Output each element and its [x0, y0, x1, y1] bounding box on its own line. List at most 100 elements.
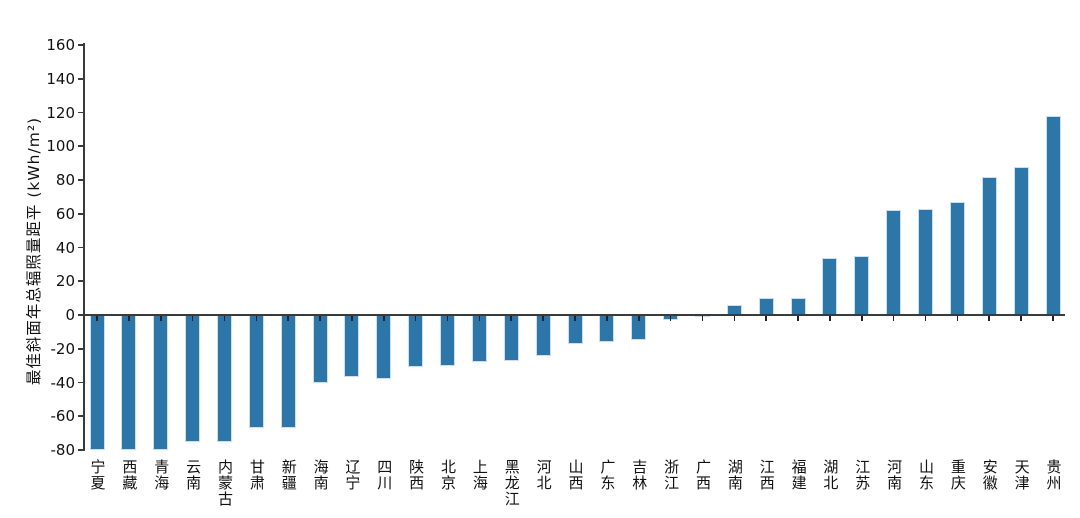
x-category-label: 江西 — [757, 459, 776, 491]
x-category-label: 新疆 — [279, 459, 298, 491]
bar-北京 — [440, 315, 456, 366]
bar-青海 — [153, 315, 169, 450]
x-tick — [733, 316, 736, 321]
x-category-label: 青海 — [152, 459, 171, 491]
x-tick — [351, 316, 353, 321]
y-tick — [78, 280, 83, 283]
x-category-label: 陕西 — [407, 459, 426, 491]
x-tick — [414, 316, 417, 321]
bar-贵州 — [1045, 115, 1061, 315]
x-tick — [159, 316, 162, 321]
x-tick — [892, 316, 895, 321]
y-tick-label: -80 — [50, 441, 76, 459]
bar-内蒙古 — [216, 315, 232, 442]
y-tick — [78, 212, 83, 215]
x-tick — [223, 316, 226, 321]
bar-西藏 — [121, 315, 137, 450]
x-axis-zero-line — [85, 314, 1065, 316]
x-category-label: 广西 — [693, 459, 712, 491]
x-category-label: 天津 — [1012, 459, 1031, 491]
x-tick — [988, 316, 991, 321]
x-category-label: 重庆 — [948, 459, 967, 491]
x-tick — [861, 316, 863, 321]
y-tick-label: 20 — [55, 272, 75, 291]
y-tick-label: 80 — [55, 171, 75, 189]
x-tick — [924, 316, 927, 321]
x-category-label: 山东 — [917, 459, 936, 491]
x-tick — [669, 316, 672, 321]
x-category-label: 辽宁 — [343, 459, 362, 491]
bar-天津 — [1013, 166, 1029, 315]
y-tick — [78, 415, 83, 418]
x-tick — [574, 316, 576, 321]
x-category-label: 海南 — [311, 459, 330, 491]
y-tick-label: -60 — [50, 407, 76, 426]
x-category-label: 广东 — [598, 459, 617, 491]
x-category-label: 云南 — [184, 459, 203, 491]
x-tick — [96, 316, 98, 321]
x-category-label: 吉林 — [630, 459, 649, 491]
y-tick — [78, 381, 83, 384]
y-tick-label: 0 — [65, 306, 75, 324]
bar-江苏 — [854, 255, 870, 315]
bar-重庆 — [949, 201, 965, 315]
y-tick — [78, 246, 83, 249]
x-tick — [446, 316, 449, 321]
y-tick — [78, 44, 83, 46]
bar-甘肃 — [248, 315, 264, 429]
bar-陕西 — [408, 315, 424, 368]
y-tick-label: 40 — [55, 238, 75, 257]
bar-辽宁 — [344, 315, 360, 378]
y-tick-label: 100 — [46, 137, 75, 156]
bar-上海 — [471, 315, 487, 363]
x-tick — [128, 316, 130, 321]
y-tick-label: 120 — [46, 103, 75, 122]
bar-山东 — [918, 208, 934, 315]
x-tick — [542, 316, 544, 321]
x-category-label: 内蒙古 — [215, 459, 234, 507]
x-category-label: 福建 — [789, 459, 808, 491]
x-tick — [829, 316, 831, 321]
y-tick — [78, 77, 83, 80]
x-category-label: 江苏 — [853, 459, 872, 491]
y-axis-spine — [83, 43, 85, 451]
bar-江西 — [758, 298, 774, 315]
bar-安徽 — [981, 176, 997, 315]
x-category-label: 河南 — [885, 459, 904, 491]
x-category-label: 湖南 — [725, 459, 744, 491]
x-tick — [383, 316, 385, 321]
x-tick — [510, 316, 513, 321]
y-tick — [78, 449, 83, 451]
x-tick — [637, 316, 640, 321]
x-category-label: 四川 — [375, 459, 394, 491]
y-tick-label: -40 — [50, 373, 76, 392]
x-category-label: 甘肃 — [247, 459, 266, 491]
y-tick-label: 60 — [55, 204, 75, 223]
y-tick — [78, 111, 83, 114]
y-tick — [78, 347, 83, 350]
y-tick — [78, 145, 83, 148]
x-tick — [1020, 316, 1022, 321]
x-tick — [287, 316, 289, 321]
x-tick — [255, 316, 258, 321]
x-category-label: 上海 — [470, 459, 489, 491]
y-tick — [78, 314, 83, 316]
x-tick — [956, 316, 959, 321]
bar-四川 — [376, 315, 392, 380]
y-tick — [78, 179, 83, 181]
x-category-label: 山西 — [566, 459, 585, 491]
x-category-label: 贵州 — [1044, 459, 1063, 491]
x-tick — [797, 316, 799, 321]
x-tick — [701, 316, 704, 321]
bar-海南 — [312, 315, 328, 383]
x-tick — [319, 316, 321, 321]
bar-河南 — [886, 210, 902, 315]
x-tick — [478, 316, 481, 321]
x-category-label: 北京 — [439, 459, 458, 491]
x-category-label: 黑龙江 — [502, 459, 521, 507]
bar-云南 — [185, 315, 201, 442]
bar-新疆 — [280, 315, 296, 429]
x-category-label: 河北 — [534, 459, 553, 491]
x-category-label: 安徽 — [980, 459, 999, 491]
